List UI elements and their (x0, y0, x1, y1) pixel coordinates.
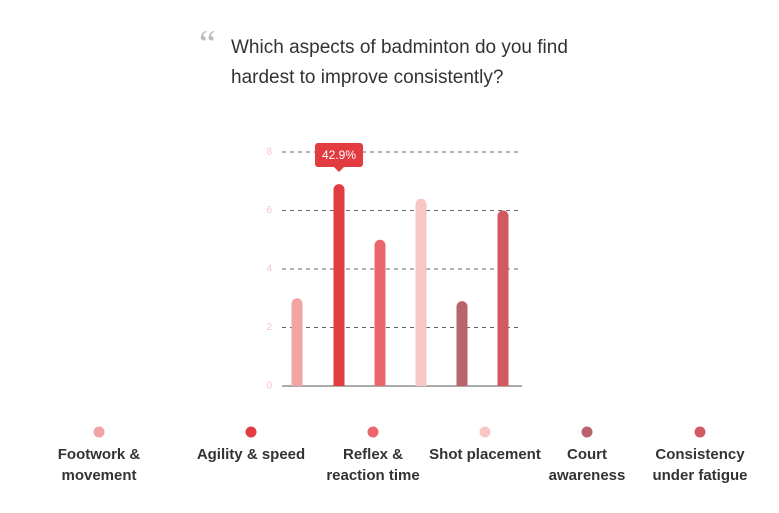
bar (497, 210, 509, 386)
legend-label: Consistency under fatigue (652, 446, 748, 484)
y-tick-label: 4 (266, 264, 272, 275)
legend-label: Reflex & reaction time (326, 446, 420, 484)
legend-label: Footwork & movement (57, 446, 141, 484)
bar (333, 184, 345, 386)
legend-dot (479, 426, 491, 438)
legend-dot (581, 426, 593, 438)
bar (291, 298, 303, 386)
y-tick-label: 8 (266, 147, 272, 158)
y-tick-label: 6 (266, 205, 272, 216)
legend-dot (367, 426, 379, 438)
tooltip: 42.9% (314, 143, 364, 173)
legend-label: Court awareness (548, 446, 626, 484)
legend-dot (245, 426, 257, 438)
y-tick-label: 0 (266, 381, 272, 392)
legend-dot (93, 426, 105, 438)
bar (456, 301, 468, 386)
y-tick-label: 2 (266, 322, 272, 333)
bar (415, 198, 427, 386)
legend-label: Shot placement (429, 446, 541, 463)
legend-dot (694, 426, 706, 438)
bar (374, 239, 386, 386)
quote-mark: “ (199, 23, 216, 65)
chart-title: Which aspects of badminton do you find h… (231, 37, 568, 88)
legend-label: Agility & speed (196, 446, 306, 463)
